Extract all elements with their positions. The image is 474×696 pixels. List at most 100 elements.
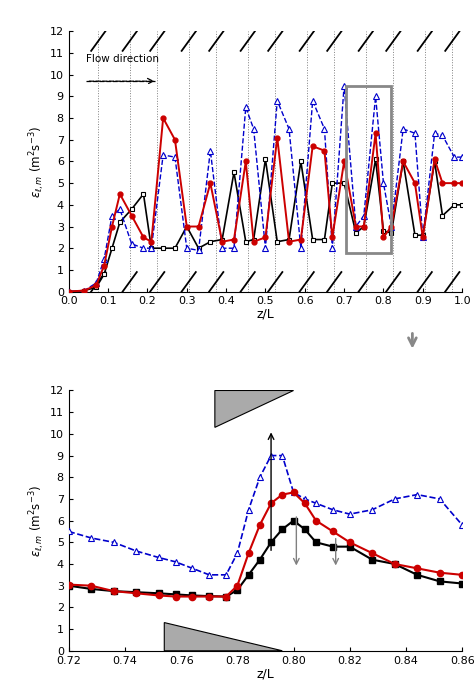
Reversed arrays [432, 129, 438, 137]
Alternating arrays [389, 222, 394, 230]
Aligned arrays [196, 244, 201, 253]
Aligned arrays [231, 168, 237, 177]
Reversed arrays [310, 97, 316, 105]
Alternating arrays [439, 179, 445, 187]
Reversed arrays [109, 212, 115, 220]
Alternating arrays [243, 157, 248, 166]
Alternating arrays [274, 134, 280, 142]
Aligned arrays [361, 222, 366, 230]
Polygon shape [164, 622, 283, 651]
Alternating arrays [286, 237, 292, 246]
Aligned arrays [243, 237, 248, 246]
Reversed arrays [219, 244, 225, 253]
Reversed arrays [400, 125, 406, 133]
Alternating arrays [373, 129, 378, 137]
Reversed arrays [381, 179, 386, 187]
Alternating arrays [117, 190, 123, 198]
Reversed arrays [160, 151, 166, 159]
Aligned arrays [251, 235, 256, 244]
Alternating arrays [361, 222, 366, 230]
Alternating arrays [251, 237, 256, 246]
Reversed arrays [101, 255, 107, 263]
Alternating arrays [451, 179, 457, 187]
Alternating arrays [381, 233, 386, 242]
Reversed arrays [329, 244, 335, 253]
Alternating arrays [459, 179, 465, 187]
Aligned arrays [129, 205, 135, 214]
Alternating arrays [263, 233, 268, 242]
Alternating arrays [353, 222, 359, 230]
Aligned arrays [263, 155, 268, 164]
Alternating arrays [231, 235, 237, 244]
Reversed arrays [117, 205, 123, 214]
Reversed arrays [321, 125, 327, 133]
Aligned arrays [451, 200, 457, 209]
Aligned arrays [160, 244, 166, 253]
Reversed arrays [341, 81, 347, 90]
Y-axis label: $\varepsilon_{\ell,m}\ \mathrm{(m^2 s^{-3})}$: $\varepsilon_{\ell,m}\ \mathrm{(m^2 s^{-… [27, 484, 47, 557]
Alternating arrays [82, 286, 87, 294]
Reversed arrays [459, 153, 465, 161]
Reversed arrays [129, 239, 135, 248]
Aligned arrays [172, 244, 178, 253]
Reversed arrays [93, 278, 99, 287]
Polygon shape [215, 390, 293, 427]
Reversed arrays [274, 97, 280, 105]
Aligned arrays [109, 244, 115, 253]
Alternating arrays [196, 222, 201, 230]
Aligned arrays [381, 227, 386, 235]
Aligned arrays [66, 287, 72, 296]
Alternating arrays [93, 281, 99, 290]
Alternating arrays [184, 222, 190, 230]
Reversed arrays [373, 92, 378, 100]
Aligned arrays [321, 235, 327, 244]
Aligned arrays [141, 190, 146, 198]
Aligned arrays [459, 200, 465, 209]
Aligned arrays [93, 283, 99, 292]
Alternating arrays [310, 142, 316, 150]
Reversed arrays [208, 146, 213, 155]
Line: Alternating arrays: Alternating arrays [66, 116, 465, 294]
Reversed arrays [353, 222, 359, 230]
Reversed arrays [231, 244, 237, 253]
Reversed arrays [451, 153, 457, 161]
Aligned arrays [274, 237, 280, 246]
Reversed arrays [82, 286, 87, 294]
Aligned arrays [439, 212, 445, 220]
Reversed arrays [286, 125, 292, 133]
Text: Flow direction: Flow direction [86, 54, 159, 64]
Alternating arrays [160, 114, 166, 122]
Line: Reversed arrays: Reversed arrays [66, 83, 465, 294]
Aligned arrays [82, 286, 87, 294]
Aligned arrays [101, 270, 107, 278]
Bar [346, 86, 392, 253]
Reversed arrays [298, 244, 304, 253]
Aligned arrays [353, 229, 359, 237]
Y-axis label: $\varepsilon_{\ell,m}\ \mathrm{(m^2 s^{-3})}$: $\varepsilon_{\ell,m}\ \mathrm{(m^2 s^{-… [27, 125, 47, 198]
Aligned arrays [298, 157, 304, 166]
Alternating arrays [141, 233, 146, 242]
Alternating arrays [109, 222, 115, 230]
Aligned arrays [117, 218, 123, 226]
Reversed arrays [66, 287, 72, 296]
Reversed arrays [389, 222, 394, 230]
Aligned arrays [412, 231, 418, 239]
Reversed arrays [439, 132, 445, 140]
Aligned arrays [219, 235, 225, 244]
Alternating arrays [66, 287, 72, 296]
Reversed arrays [148, 244, 154, 253]
Alternating arrays [101, 262, 107, 270]
Alternating arrays [148, 237, 154, 246]
X-axis label: z/L: z/L [256, 308, 274, 321]
Reversed arrays [251, 125, 256, 133]
Aligned arrays [341, 179, 347, 187]
Alternating arrays [219, 237, 225, 246]
Reversed arrays [412, 129, 418, 137]
Alternating arrays [341, 157, 347, 166]
Aligned arrays [400, 157, 406, 166]
Reversed arrays [196, 246, 201, 255]
Aligned arrays [373, 155, 378, 164]
Aligned arrays [148, 244, 154, 253]
Aligned arrays [208, 237, 213, 246]
Aligned arrays [310, 235, 316, 244]
